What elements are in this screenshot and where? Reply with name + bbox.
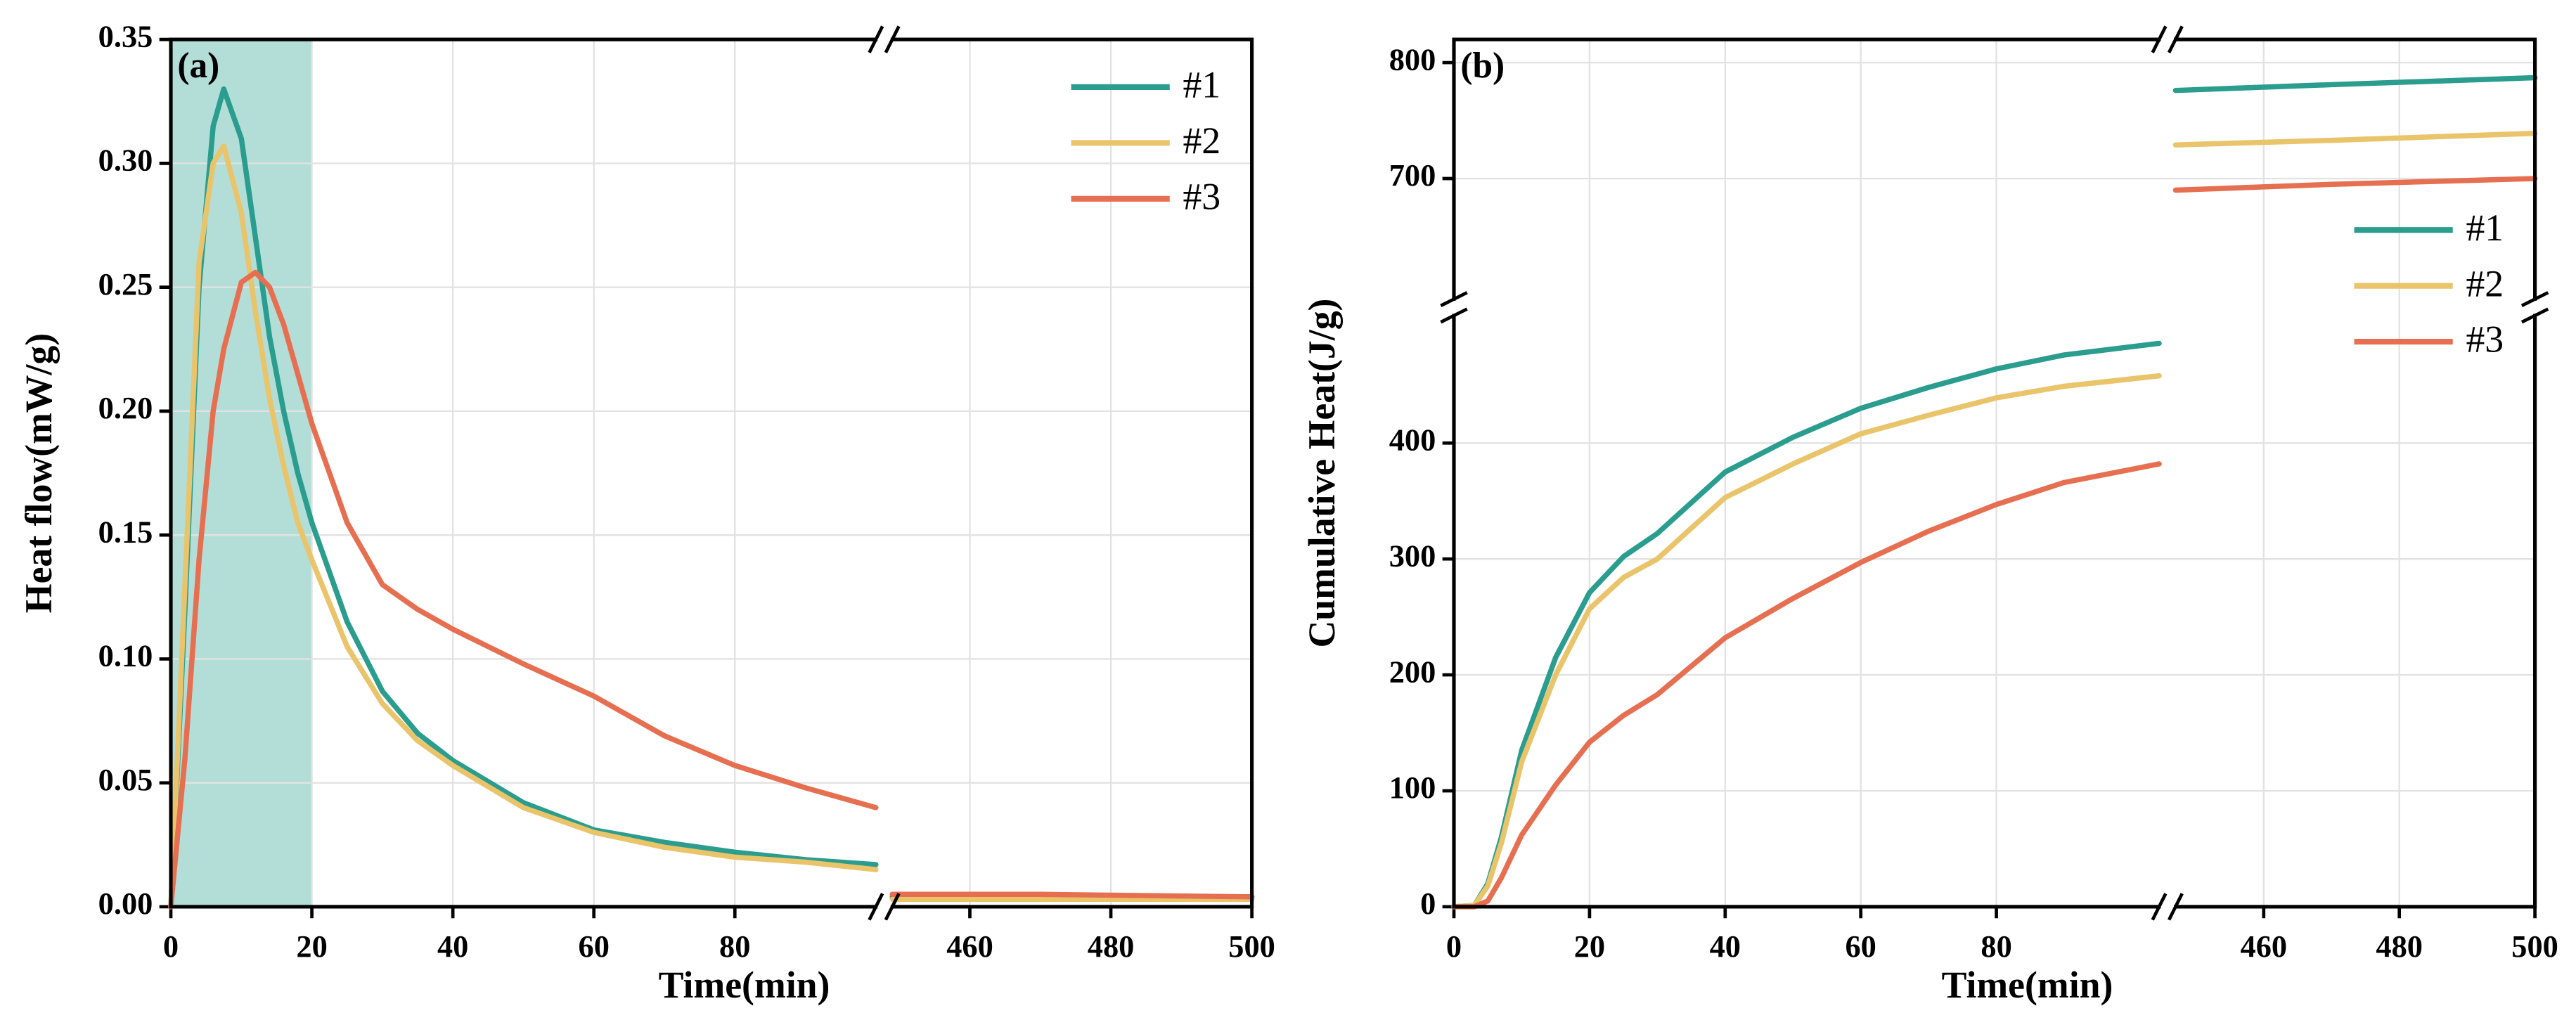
y-tick-label: 0.25 (98, 266, 153, 302)
break-gap (1447, 300, 1461, 314)
y-tick-label: 0.10 (98, 638, 153, 673)
x-tick-label: 500 (2511, 929, 2558, 964)
x-tick-label: 500 (1228, 929, 1275, 964)
chart-panel: 0 20 40 60 80 460 480 500 0 100 200 300 400 700 800 (b)… (1301, 25, 2558, 1006)
x-tick-label: 60 (1845, 929, 1876, 964)
x-tick-label: 80 (719, 929, 750, 964)
y-tick-label: 200 (1389, 654, 1436, 689)
y-tick-label: 0.35 (98, 18, 153, 53)
y-tick-label: 0.00 (98, 886, 153, 921)
x-tick-label: 40 (437, 929, 468, 964)
y-tick-label: 0.05 (98, 762, 153, 797)
legend-label: #3 (2466, 318, 2504, 361)
legend-label: #1 (2466, 207, 2504, 249)
x-tick-label: 80 (1981, 929, 2011, 964)
break-mark (868, 893, 884, 921)
break-mark (884, 25, 901, 53)
plot-frame (1452, 37, 2537, 909)
break-mark (2167, 25, 2184, 53)
series-line (1451, 176, 2538, 910)
y-tick-label: 0.30 (98, 143, 153, 178)
y-axis-label: Heat flow(mW/g) (18, 333, 60, 613)
y-axis-label: Cumulative Heat(J/g) (1301, 299, 1343, 648)
x-tick-label: 480 (2376, 929, 2423, 964)
y-tick-label: 300 (1389, 538, 1436, 573)
x-axis-label: Time(min) (1942, 964, 2113, 1006)
x-tick-label: 60 (579, 929, 610, 964)
panel-label: (a) (177, 46, 219, 86)
y-tick-label: 0 (1420, 886, 1436, 921)
break-mark (1440, 307, 1468, 324)
y-tick-label: 0.20 (98, 390, 153, 425)
x-tick-label: 40 (1710, 929, 1741, 964)
legend-label: #3 (1183, 175, 1221, 217)
x-axis-label: Time(min) (659, 964, 830, 1006)
break-gap (877, 32, 891, 46)
break-mark (2151, 893, 2168, 921)
break-gap (2528, 300, 2542, 314)
break-gap (2160, 900, 2175, 914)
break-gap (877, 900, 891, 914)
y-tick-label: 800 (1389, 41, 1436, 77)
shaded-region (171, 39, 312, 907)
series-line (1451, 130, 2538, 910)
break-gap (2160, 32, 2175, 46)
x-tick-label: 460 (2241, 929, 2288, 964)
break-mark (1440, 291, 1468, 307)
legend-label: #1 (1183, 64, 1221, 106)
series-line (168, 143, 1255, 910)
break-mark (2520, 307, 2549, 324)
break-mark (884, 893, 901, 921)
y-tick-label: 100 (1389, 770, 1436, 805)
panel-label: (b) (1460, 46, 1505, 86)
x-tick-label: 0 (163, 929, 179, 964)
x-tick-label: 20 (296, 929, 327, 964)
y-tick-label: 0.15 (98, 514, 153, 549)
break-mark (2167, 893, 2184, 921)
y-tick-label: 400 (1389, 422, 1436, 457)
legend-label: #2 (2466, 262, 2504, 304)
chart-panel: 0 20 40 60 80 460 480 500 0.00 0.05 0.10 0.15 0.20 0.… (18, 18, 1275, 1006)
x-tick-label: 20 (1574, 929, 1605, 964)
break-mark (868, 25, 884, 53)
x-tick-label: 460 (946, 929, 993, 964)
series-line (168, 269, 1255, 910)
y-tick-label: 700 (1389, 157, 1436, 193)
x-tick-label: 480 (1088, 929, 1135, 964)
legend-label: #2 (1183, 120, 1221, 162)
plot-frame (169, 37, 1254, 909)
x-tick-label: 0 (1446, 929, 1462, 964)
break-mark (2151, 25, 2168, 53)
break-mark (2520, 291, 2549, 307)
